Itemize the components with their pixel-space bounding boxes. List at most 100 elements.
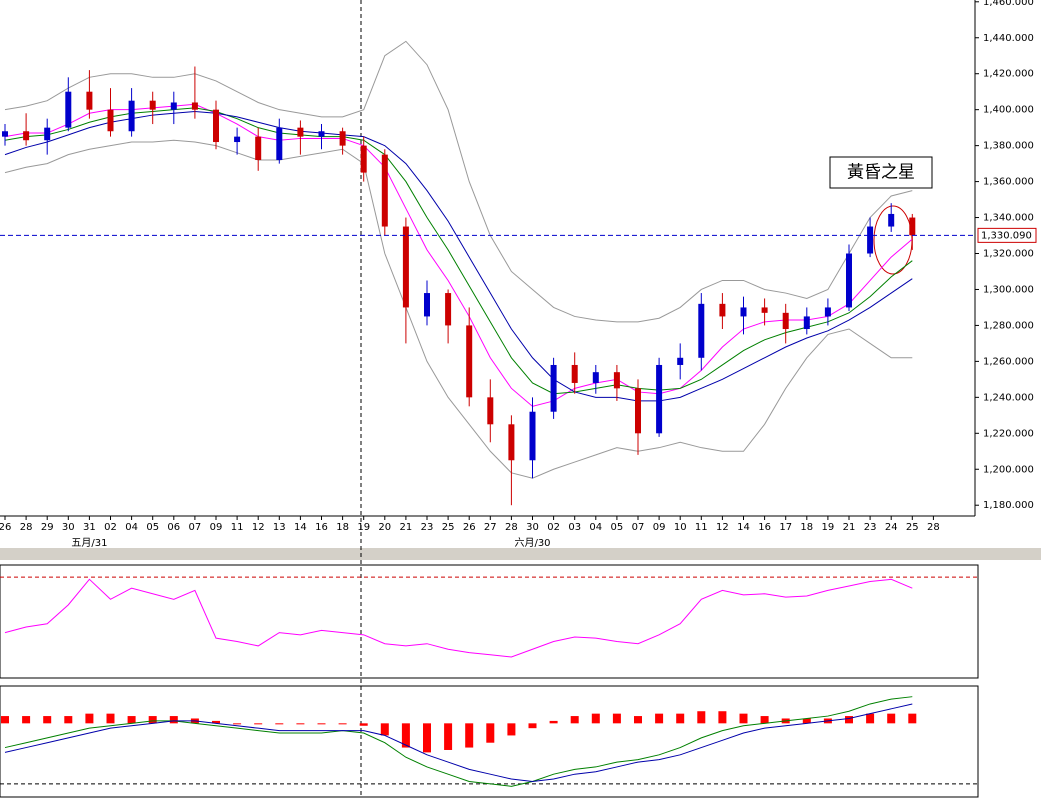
candle-body (508, 424, 515, 461)
histogram-bar (85, 713, 94, 724)
candle-body (213, 109, 219, 143)
candle-body (719, 303, 726, 317)
candle-body (234, 136, 241, 143)
candle-body (297, 127, 304, 137)
candle-body (170, 102, 177, 110)
candle-body (44, 127, 51, 141)
x-tick-label: 31 (83, 522, 96, 533)
x-tick-label: 09 (653, 522, 666, 533)
histogram-bar (908, 713, 917, 724)
x-tick-label: 28 (927, 522, 940, 533)
x-tick-label: 09 (210, 522, 223, 533)
histogram-bar (233, 723, 242, 725)
y-tick-label: 1,360.000 (983, 177, 1034, 188)
candle-body (571, 364, 578, 383)
panel-macd (0, 685, 979, 798)
x-tick-label: 12 (252, 522, 265, 533)
histogram-bar (64, 716, 73, 724)
candle-body (677, 357, 684, 365)
candle-body (888, 213, 895, 227)
histogram-bar (570, 716, 579, 724)
rsi-line (4, 578, 913, 658)
histogram-bar (275, 723, 284, 725)
x-tick-label: 27 (484, 522, 497, 533)
candle-body (803, 316, 810, 330)
annotation: 黃昏之星 (847, 163, 915, 183)
histogram-bar (22, 716, 31, 724)
candle-body (23, 131, 30, 141)
x-tick-label: 28 (20, 522, 33, 533)
candle-body (381, 154, 388, 227)
candle-body (65, 91, 72, 128)
x-tick-label: 14 (294, 522, 307, 533)
x-tick-label: 07 (632, 522, 645, 533)
x-tick-label: 17 (779, 522, 792, 533)
candle-body (360, 145, 367, 173)
histogram-bar (549, 720, 558, 724)
histogram-bar (612, 713, 621, 724)
y-tick-label: 1,460.000 (983, 0, 1034, 8)
x-tick-label: 04 (125, 522, 138, 533)
x-tick-label: 21 (400, 522, 413, 533)
histogram-bar (148, 716, 157, 724)
candle-body (191, 102, 198, 110)
histogram-bar (739, 713, 748, 724)
histogram-bar (760, 716, 769, 724)
x-tick-label: 16 (758, 522, 771, 533)
candle-body (487, 397, 494, 425)
y-tick-label: 1,300.000 (983, 284, 1034, 295)
x-tick-label: 19 (822, 522, 835, 533)
histogram-bar (423, 723, 431, 753)
histogram-bar (127, 716, 136, 724)
histogram-bar (317, 723, 326, 725)
histogram-bar (845, 716, 853, 724)
y-tick-label: 1,320.000 (983, 249, 1034, 260)
panel-rsi (0, 564, 979, 679)
y-tick-label: 1,240.000 (983, 392, 1034, 403)
candle-body (149, 100, 156, 110)
x-tick-label: 30 (526, 522, 539, 533)
x-tick-label: 07 (189, 522, 202, 533)
last-price-label: 1,330.090 (981, 230, 1032, 241)
x-tick-label: 20 (378, 522, 391, 533)
candle-body (466, 325, 473, 398)
x-tick-label: 13 (273, 522, 286, 533)
y-tick-label: 1,220.000 (983, 428, 1034, 439)
month-label: 六月/30 (514, 537, 550, 549)
x-tick-label: 29 (41, 522, 54, 533)
candle-body (740, 307, 747, 317)
histogram-bar (380, 723, 389, 736)
indicator-line (4, 110, 913, 402)
y-tick-label: 1,420.000 (983, 69, 1034, 80)
x-tick-label: 04 (589, 522, 602, 533)
x-tick-label: 26 (0, 522, 11, 533)
y-tick-label: 1,340.000 (983, 213, 1034, 224)
candle-body (86, 91, 93, 110)
histogram-bar (528, 723, 537, 729)
x-tick-label: 05 (611, 522, 624, 533)
x-tick-label: 23 (864, 522, 877, 533)
indicator-line (4, 103, 913, 407)
x-tick-label: 12 (716, 522, 729, 533)
y-tick-label: 1,280.000 (983, 320, 1034, 331)
histogram-bar (169, 716, 178, 724)
x-tick-label: 23 (421, 522, 434, 533)
histogram-bar (106, 713, 115, 724)
histogram-bar (338, 723, 347, 725)
histogram-bar (43, 716, 52, 724)
x-tick-label: 21 (843, 522, 856, 533)
histogram-bar (655, 713, 664, 724)
candle-body (255, 136, 262, 161)
histogram-bar (254, 723, 263, 725)
histogram-bar (1, 716, 9, 724)
x-tick-label: 19 (357, 522, 370, 533)
histogram-bar (676, 713, 685, 724)
macd-line (4, 703, 913, 782)
candle-body (318, 131, 325, 137)
histogram-bar (507, 723, 516, 736)
histogram-bar (866, 713, 875, 724)
histogram-bar (296, 723, 305, 725)
candle-body (107, 109, 114, 132)
